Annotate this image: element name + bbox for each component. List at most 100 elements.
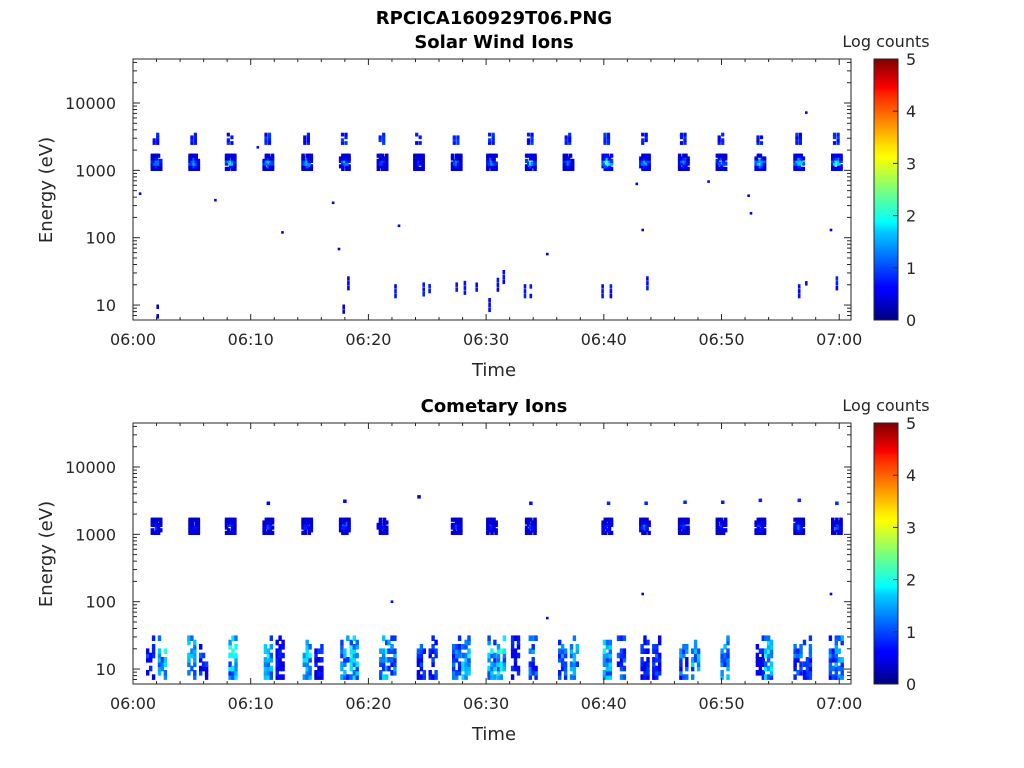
data-cell xyxy=(341,158,345,163)
data-cell xyxy=(275,661,279,667)
data-cell xyxy=(263,644,268,650)
data-cell xyxy=(533,166,537,171)
data-cell xyxy=(302,661,306,667)
data-cell xyxy=(760,528,765,533)
data-cell xyxy=(643,153,647,158)
data-cell xyxy=(201,652,206,659)
data-cell xyxy=(343,674,347,680)
data-cell xyxy=(317,648,321,654)
data-cell xyxy=(156,132,160,137)
data-cell xyxy=(416,648,421,654)
data-cell xyxy=(340,132,345,137)
data-cell xyxy=(835,153,839,158)
data-cell xyxy=(605,522,610,527)
data-cell xyxy=(340,644,344,650)
data-cell xyxy=(422,648,426,654)
data-cell xyxy=(307,525,311,530)
data-cell xyxy=(488,302,491,308)
data-cell xyxy=(459,166,463,171)
data-cell xyxy=(382,132,386,137)
data-cell xyxy=(190,138,194,143)
y-tick-label: 10000 xyxy=(65,458,116,477)
data-cell xyxy=(193,141,197,145)
data-cell xyxy=(156,138,160,143)
data-cell xyxy=(380,153,385,158)
data-cell xyxy=(510,639,515,646)
data-cell xyxy=(490,161,494,166)
data-cell xyxy=(808,657,813,663)
data-cell xyxy=(760,530,765,535)
data-cell xyxy=(840,639,844,646)
data-cell xyxy=(384,520,389,525)
data-cell xyxy=(343,156,347,161)
data-cell xyxy=(796,670,800,676)
data-cell xyxy=(378,156,383,161)
data-cell xyxy=(344,135,348,140)
data-cell xyxy=(839,525,843,530)
data-cell xyxy=(452,674,456,680)
x-tick-label: 06:00 xyxy=(110,330,156,349)
data-cell xyxy=(343,522,347,527)
data-cell xyxy=(224,530,229,535)
data-cell xyxy=(263,670,268,676)
data-cell xyxy=(269,635,273,641)
data-cell xyxy=(602,670,607,676)
data-cell xyxy=(154,530,159,535)
data-cell xyxy=(459,525,463,530)
data-cell xyxy=(393,670,397,676)
data-cell xyxy=(645,525,649,530)
data-cell xyxy=(156,166,161,171)
data-cell xyxy=(188,156,192,161)
data-cell xyxy=(456,158,461,163)
data-cell xyxy=(234,644,238,650)
data-cell xyxy=(415,156,419,161)
axes-solar-wind: 06:00 06:10 06:20 06:30 06:40 06:50 07:0010100… xyxy=(65,59,862,349)
data-cell xyxy=(264,161,269,166)
data-cell xyxy=(828,670,833,676)
data-cell xyxy=(795,135,799,140)
data-cell xyxy=(828,665,833,672)
data-cell xyxy=(269,652,273,659)
data-cell xyxy=(756,138,760,143)
data-cell xyxy=(152,520,157,525)
data-cell xyxy=(158,520,163,525)
data-cell xyxy=(151,635,156,641)
data-cell xyxy=(150,530,155,535)
data-cell xyxy=(572,670,577,676)
data-cell xyxy=(268,158,273,163)
data-cell xyxy=(346,674,350,680)
data-cell xyxy=(341,166,345,171)
data-cell xyxy=(309,522,314,527)
data-cell xyxy=(802,661,807,667)
data-cell xyxy=(572,661,577,667)
data-cell xyxy=(758,158,763,163)
data-cell xyxy=(199,652,203,659)
data-cell xyxy=(766,665,771,672)
data-cell xyxy=(758,520,763,525)
data-cell xyxy=(149,665,153,672)
data-cell xyxy=(686,158,690,163)
data-cell xyxy=(760,158,765,163)
data-cell xyxy=(837,525,841,530)
data-cell xyxy=(340,674,344,680)
data-cell xyxy=(533,153,537,158)
data-cell xyxy=(639,158,643,163)
data-cell xyxy=(486,153,490,158)
data-cell xyxy=(608,674,612,680)
data-cell xyxy=(569,674,574,680)
data-cell xyxy=(196,528,201,533)
data-cell xyxy=(352,652,356,659)
data-cell xyxy=(301,166,305,171)
data-cell xyxy=(382,158,387,163)
data-cell xyxy=(415,132,419,137)
data-cell xyxy=(696,661,701,667)
data-cell xyxy=(393,661,397,667)
data-cell xyxy=(157,657,162,663)
data-cell xyxy=(192,164,196,169)
data-cell xyxy=(502,652,507,659)
data-cell xyxy=(608,648,612,654)
data-cell xyxy=(805,657,810,663)
data-cell xyxy=(619,635,624,641)
data-cell xyxy=(492,517,496,522)
